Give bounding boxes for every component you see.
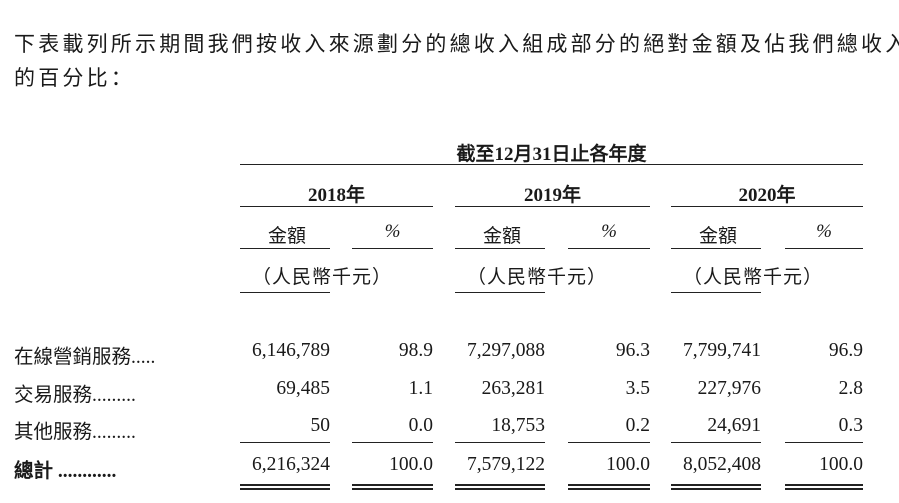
year-header: 2020年 — [738, 185, 796, 206]
unit-label: （人民幣千元） — [252, 267, 393, 288]
divider — [455, 292, 545, 293]
total-double-rule — [240, 484, 330, 490]
table-cell: 96.3 — [615, 340, 650, 361]
row-label: 在線營銷服務..... — [14, 347, 156, 368]
subtotal-rule — [455, 442, 545, 443]
table-cell: 3.5 — [625, 378, 650, 399]
divider — [240, 248, 330, 249]
unit-label: （人民幣千元） — [683, 267, 824, 288]
intro-line-2: 的百分比： — [14, 66, 135, 90]
divider — [671, 292, 761, 293]
divider — [455, 248, 545, 249]
table-cell: 263,281 — [481, 378, 545, 399]
total-double-rule — [671, 484, 761, 490]
subtotal-rule — [352, 442, 433, 443]
table-cell: 0.2 — [625, 415, 650, 436]
total-double-rule — [568, 484, 650, 490]
divider — [240, 164, 863, 165]
table-cell: 0.3 — [838, 415, 863, 436]
total-cell: 100.0 — [389, 454, 433, 475]
table-cell: 0.0 — [408, 415, 433, 436]
year-header: 2019年 — [523, 185, 581, 206]
subtotal-rule — [671, 442, 761, 443]
percent-header: % — [384, 221, 401, 242]
total-double-rule — [352, 484, 433, 490]
table-cell: 50 — [310, 415, 331, 436]
table-cell: 69,485 — [276, 378, 330, 399]
table-cell: 7,297,088 — [467, 340, 545, 361]
total-double-rule — [785, 484, 863, 490]
period-header: 截至12月31日止各年度 — [456, 144, 647, 165]
percent-header: % — [601, 221, 617, 242]
table-cell: 227,976 — [697, 378, 761, 399]
table-cell: 1.1 — [408, 378, 433, 399]
divider — [240, 206, 433, 207]
year-header: 2018年 — [307, 185, 365, 206]
total-label: 總計 ............ — [14, 461, 117, 482]
total-double-rule — [455, 484, 545, 490]
total-cell: 100.0 — [606, 454, 650, 475]
table-cell: 7,799,741 — [683, 340, 761, 361]
amount-header: 金額 — [267, 226, 306, 247]
amount-header: 金額 — [482, 226, 521, 247]
total-cell: 7,579,122 — [467, 454, 545, 475]
table-cell: 2.8 — [838, 378, 863, 399]
divider — [671, 206, 863, 207]
table-cell: 98.9 — [398, 340, 433, 361]
total-cell: 100.0 — [819, 454, 863, 475]
divider — [240, 292, 330, 293]
divider — [455, 206, 650, 207]
percent-header: % — [816, 221, 832, 242]
amount-header: 金額 — [698, 226, 737, 247]
total-cell: 6,216,324 — [252, 454, 330, 475]
unit-label: （人民幣千元） — [467, 267, 608, 288]
table-cell: 18,753 — [491, 415, 545, 436]
intro-line-1: 下表載列所示期間我們按收入來源劃分的總收入組成部分的絕對金額及佔我們總收入 — [14, 32, 899, 56]
divider — [568, 248, 650, 249]
subtotal-rule — [785, 442, 863, 443]
divider — [785, 248, 863, 249]
table-cell: 24,691 — [707, 415, 761, 436]
subtotal-rule — [240, 442, 330, 443]
table-cell: 96.9 — [828, 340, 863, 361]
divider — [352, 248, 433, 249]
divider — [671, 248, 761, 249]
total-cell: 8,052,408 — [683, 454, 761, 475]
row-label: 其他服務......... — [14, 422, 136, 443]
subtotal-rule — [568, 442, 650, 443]
table-cell: 6,146,789 — [252, 340, 330, 361]
row-label: 交易服務......... — [14, 385, 136, 406]
